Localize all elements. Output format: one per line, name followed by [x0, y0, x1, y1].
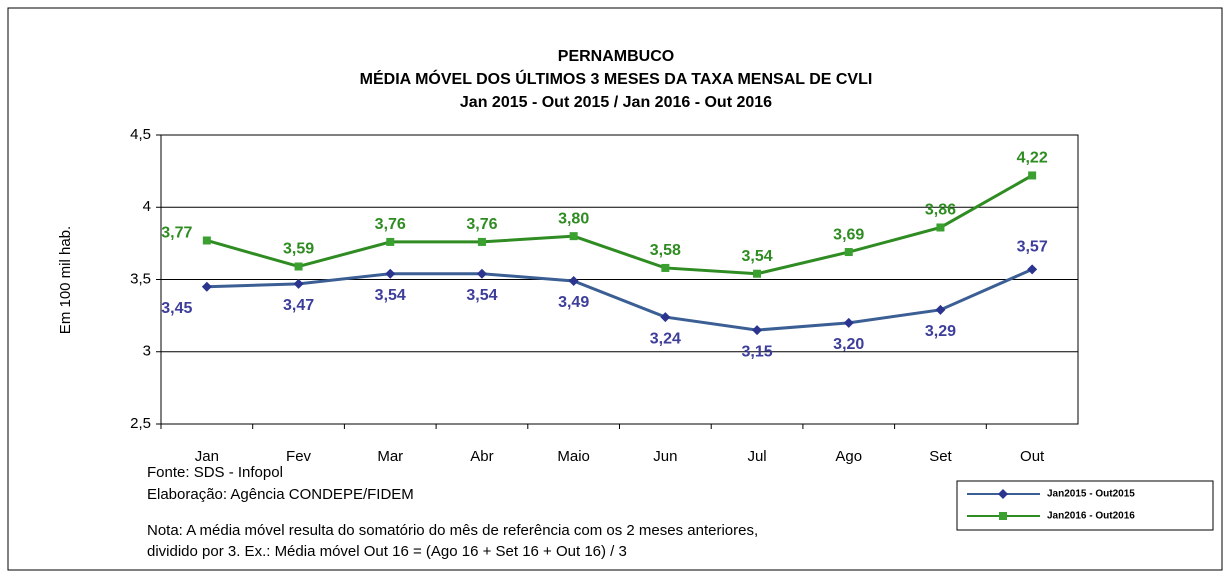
marker — [999, 512, 1007, 520]
data-label: 3,76 — [375, 216, 406, 233]
data-label: 3,57 — [1017, 239, 1048, 256]
marker — [935, 304, 946, 315]
x-tick-label: Set — [929, 448, 952, 465]
note: dividido por 3. Ex.: Média móvel Out 16 … — [147, 543, 627, 560]
y-tick-label: 3 — [143, 343, 151, 360]
y-axis-label: Em 100 mil hab. — [57, 226, 74, 334]
marker — [476, 268, 487, 279]
x-tick-label: Jan — [195, 448, 219, 465]
y-tick-label: 4,5 — [130, 126, 151, 143]
chart-title: MÉDIA MÓVEL DOS ÚLTIMOS 3 MESES DA TAXA … — [360, 69, 873, 88]
marker — [568, 275, 579, 286]
data-label: 3,49 — [558, 294, 589, 311]
marker — [201, 281, 212, 292]
x-tick-label: Out — [1020, 448, 1045, 465]
data-label: 3,54 — [375, 287, 406, 304]
data-label: 3,54 — [466, 287, 497, 304]
data-label: 3,29 — [925, 323, 956, 340]
data-label: 3,80 — [558, 210, 589, 227]
x-tick-label: Jun — [653, 448, 677, 465]
x-tick-label: Ago — [835, 448, 862, 465]
marker — [385, 268, 396, 279]
x-tick-label: Jul — [747, 448, 766, 465]
data-label: 3,15 — [741, 343, 772, 360]
chart-title: Jan 2015 - Out 2015 / Jan 2016 - Out 201… — [460, 94, 772, 111]
data-label: 3,69 — [833, 226, 864, 243]
marker — [843, 317, 854, 328]
data-label: 3,54 — [741, 248, 772, 265]
data-label: 3,24 — [650, 330, 681, 347]
chart-title: PERNAMBUCO — [558, 48, 674, 65]
marker — [386, 237, 395, 246]
marker — [202, 236, 211, 245]
data-label: 4,22 — [1017, 150, 1048, 167]
legend-label: Jan2016 - Out2016 — [1047, 511, 1135, 522]
note: Fonte: SDS - Infopol — [147, 464, 283, 481]
line — [206, 174, 1033, 276]
data-label: 3,58 — [650, 242, 681, 259]
marker — [294, 262, 303, 271]
data-label: 3,45 — [161, 300, 192, 317]
note: Nota: A média móvel resulta do somatório… — [147, 522, 758, 539]
data-label: 3,20 — [833, 336, 864, 353]
data-label: 3,77 — [161, 225, 192, 242]
line — [206, 268, 1033, 332]
x-tick-label: Mar — [377, 448, 403, 465]
marker — [752, 325, 763, 336]
marker — [936, 223, 945, 232]
marker — [1028, 171, 1037, 180]
marker — [477, 237, 486, 246]
y-tick-label: 3,5 — [130, 270, 151, 287]
data-label: 3,47 — [283, 297, 314, 314]
marker — [1027, 264, 1038, 275]
marker — [293, 278, 304, 289]
marker — [661, 263, 670, 272]
y-tick-label: 4 — [143, 198, 151, 215]
legend — [956, 480, 1214, 531]
marker — [998, 489, 1008, 499]
x-tick-label: Abr — [470, 448, 493, 465]
marker — [753, 269, 762, 278]
marker — [660, 312, 671, 323]
marker — [569, 232, 578, 241]
data-label: 3,76 — [466, 216, 497, 233]
x-tick-label: Maio — [557, 448, 590, 465]
y-tick-label: 2,5 — [130, 415, 151, 432]
data-label: 3,59 — [283, 241, 314, 258]
chart-border — [7, 7, 1223, 571]
legend-label: Jan2015 - Out2015 — [1047, 489, 1135, 500]
x-tick-label: Fev — [286, 448, 312, 465]
note: Elaboração: Agência CONDEPE/FIDEM — [147, 486, 414, 503]
marker — [844, 248, 853, 257]
data-label: 3,86 — [925, 202, 956, 219]
